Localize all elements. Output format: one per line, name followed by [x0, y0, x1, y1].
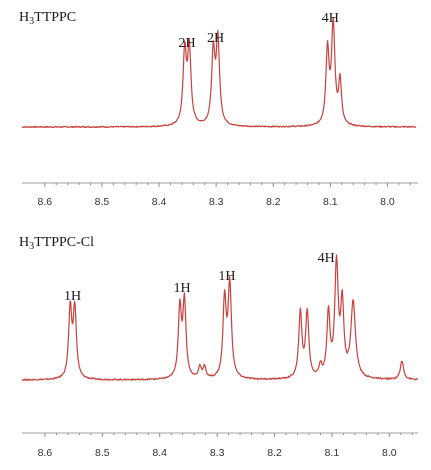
- x-tick-label: 8.2: [267, 447, 282, 459]
- x-tick-label: 8.0: [380, 196, 395, 208]
- x-ticks-1: 8.6 8.5 8.4 8.3 8.2 8.1 8.0: [38, 183, 411, 208]
- x-tick-label: 8.1: [325, 447, 340, 459]
- x-tick-label: 8.6: [38, 196, 53, 208]
- x-tick-label: 8.4: [152, 447, 167, 459]
- peak-integration-label: 2H: [178, 36, 195, 51]
- x-tick-label: 8.5: [95, 196, 110, 208]
- x-tick-label: 8.3: [210, 447, 225, 459]
- spectrum-panel-1: H3TTPPC 2H 2H 4H 8.6 8.5 8.4 8.3 8.2 8.1 8.0: [19, 10, 418, 208]
- peak-integration-label: 2H: [207, 31, 224, 46]
- panel-1-title: H3TTPPC: [19, 10, 76, 27]
- peak-integration-label: 4H: [318, 251, 335, 266]
- panel-2-title: H3TTPPC-Cl: [19, 235, 94, 252]
- x-ticks-2: 8.6 8.5 8.4 8.3 8.2 8.1 8.0: [38, 433, 413, 459]
- peak-integration-label: 4H: [322, 11, 339, 26]
- peak-integration-label: 1H: [64, 289, 81, 304]
- x-tick-label: 8.3: [209, 196, 224, 208]
- x-tick-label: 8.5: [95, 447, 110, 459]
- spectrum-trace-1: [21, 17, 417, 129]
- peak-annotations-2: 1H 1H 1H 4H: [64, 251, 335, 304]
- peak-integration-label: 1H: [218, 269, 235, 284]
- x-tick-label: 8.1: [323, 196, 338, 208]
- x-tick-label: 8.4: [152, 196, 167, 208]
- x-tick-label: 8.0: [382, 447, 397, 459]
- peak-integration-label: 1H: [174, 281, 191, 296]
- peak-annotations-1: 2H 2H 4H: [178, 11, 338, 51]
- x-tick-label: 8.6: [38, 447, 53, 459]
- x-tick-label: 8.2: [266, 196, 281, 208]
- spectrum-trace-2: [21, 254, 419, 381]
